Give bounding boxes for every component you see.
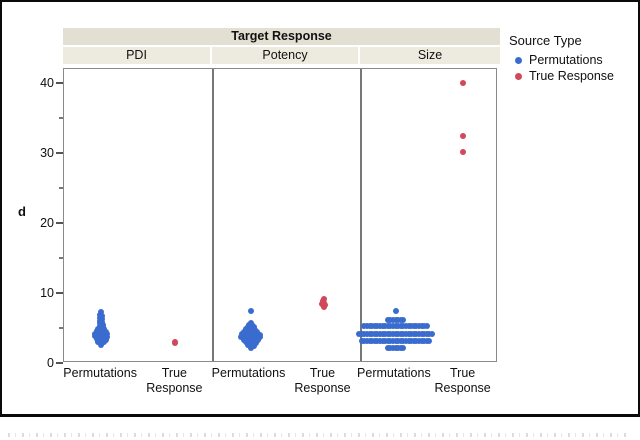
legend: Source Type Permutations True Response <box>509 32 635 84</box>
data-point <box>392 307 399 314</box>
data-point <box>459 149 466 156</box>
data-point <box>241 328 247 335</box>
facet-header-target-response: Target Response <box>63 28 500 45</box>
x-category-label: Permutations <box>211 366 286 380</box>
y-tick-label: 30 <box>40 146 54 160</box>
y-axis-title: d <box>18 204 26 219</box>
legend-item-permutations: Permutations <box>509 52 635 68</box>
panel-potency <box>212 69 360 361</box>
y-minor-tick-mark <box>59 117 63 119</box>
legend-item-label: Permutations <box>529 53 603 67</box>
legend-item-true-response: True Response <box>509 68 635 84</box>
facet-label-pdi: PDI <box>63 47 210 64</box>
y-minor-tick-mark <box>59 257 63 259</box>
panel-size <box>356 69 496 361</box>
legend-title: Source Type <box>509 33 582 48</box>
x-category-label: True Response <box>146 366 203 395</box>
legend-item-label: True Response <box>529 69 614 83</box>
y-tick-label: 10 <box>40 286 54 300</box>
data-point <box>98 341 104 348</box>
data-point <box>459 133 466 140</box>
y-tick-mark <box>56 362 63 364</box>
y-tick-mark <box>56 222 63 224</box>
data-point <box>250 342 257 349</box>
data-point <box>426 337 433 344</box>
y-tick-mark <box>56 82 63 84</box>
data-point <box>172 339 179 346</box>
facet-label-potency: Potency <box>212 47 358 64</box>
y-tick-mark <box>56 152 63 154</box>
x-category-label: True Response <box>434 366 491 395</box>
permutations-dot-icon <box>515 56 522 64</box>
data-point <box>428 330 435 337</box>
y-tick-label: 20 <box>40 216 54 230</box>
x-category-label: Permutations <box>357 366 431 380</box>
data-point <box>400 345 407 352</box>
y-minor-tick-mark <box>59 327 63 329</box>
y-tick-mark <box>56 292 63 294</box>
data-point <box>247 308 254 315</box>
facet-label-size: Size <box>360 47 500 64</box>
data-point <box>423 322 430 329</box>
cropped-caption-fragment <box>8 433 630 437</box>
panel-pdi <box>64 69 212 361</box>
x-category-label: True Response <box>294 366 351 395</box>
x-category-label: Permutations <box>63 366 137 380</box>
true-response-dot-icon <box>515 72 522 80</box>
plot-area <box>63 68 497 362</box>
y-tick-label: 0 <box>47 356 54 370</box>
data-point <box>459 80 466 86</box>
y-tick-label: 40 <box>40 76 54 90</box>
data-point <box>257 334 263 341</box>
y-minor-tick-mark <box>59 187 63 189</box>
data-point <box>247 345 254 352</box>
data-point <box>400 316 407 323</box>
data-point <box>320 304 327 310</box>
